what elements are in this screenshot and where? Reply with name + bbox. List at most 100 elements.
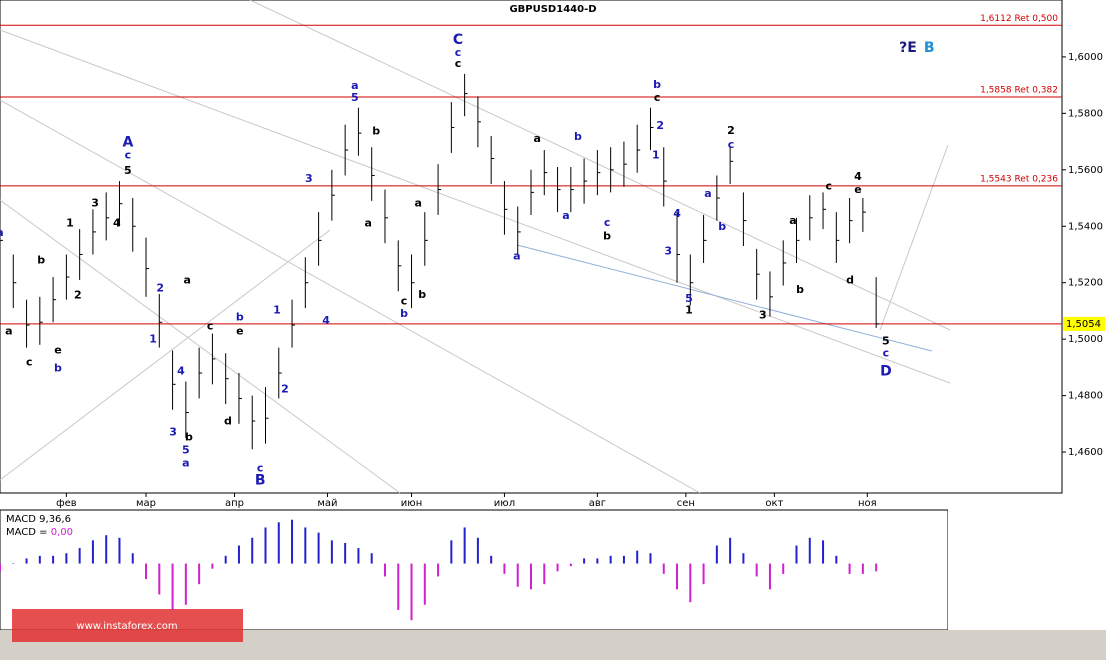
wave-label: 4 [673, 207, 681, 220]
x-tick-label: мар [136, 498, 156, 509]
level-label: 1,5858 Ret 0,382 [980, 85, 1058, 95]
price-frame [0, 0, 1063, 494]
macd-bar [649, 553, 652, 564]
macd-bar [861, 563, 864, 574]
watermark: www.instaforex.com [76, 621, 177, 632]
wave-label: a [5, 325, 12, 338]
last-price-label: 1,5054 [1066, 319, 1101, 330]
x-tick-label: ноя [858, 498, 877, 509]
wave-label: b [418, 288, 426, 301]
level-label: 1,6112 Ret 0,500 [980, 14, 1058, 24]
x-tick-label: апр [225, 498, 244, 509]
wave-label: c [26, 356, 33, 369]
macd-bar [702, 563, 705, 585]
macd-bar [556, 563, 559, 572]
wave-label: a [533, 132, 540, 145]
macd-bar [277, 522, 280, 564]
wave-label: a [182, 457, 189, 470]
macd-bar [224, 555, 227, 564]
wave-label: b [603, 230, 611, 243]
macd-bar [835, 555, 838, 564]
x-tick-label: фев [56, 498, 77, 509]
macd-bar [583, 558, 586, 564]
wave-label: 1 [685, 304, 693, 317]
macd-readout-value: 0,00 [51, 527, 73, 538]
macd-bar [211, 563, 214, 569]
macd-bar [795, 545, 798, 564]
wave-label: a [183, 274, 190, 287]
macd-bar [158, 563, 161, 595]
wave-label: c [455, 46, 462, 59]
wave-label: a [364, 217, 371, 230]
macd-bar [516, 563, 519, 587]
macd-bar [264, 527, 267, 564]
wave-label: 3 [664, 245, 672, 258]
y-tick-label: 1,5200 [1068, 278, 1103, 289]
macd-bar [25, 558, 28, 564]
macd-bar [91, 540, 94, 564]
macd-bar [463, 527, 466, 564]
channel-line [516, 244, 933, 352]
watermark-box [12, 609, 243, 642]
macd-bar [397, 563, 400, 610]
wave-label: a [562, 209, 569, 222]
macd-bar [118, 537, 121, 564]
macd-bar [423, 563, 426, 605]
macd-bar [609, 555, 612, 564]
wave-label: a [513, 250, 520, 263]
macd-bar [304, 527, 307, 564]
macd-bar [291, 519, 294, 564]
wave-label: 4 [177, 365, 185, 378]
wave-label: 3 [169, 426, 177, 439]
macd-readout-name: MACD = [6, 527, 51, 538]
wave-label: d [224, 415, 232, 428]
macd-bar [344, 542, 347, 564]
wave-label: 5 [182, 444, 190, 457]
macd-bar [755, 563, 758, 577]
wave-label: c [728, 138, 735, 151]
macd-bar [476, 537, 479, 564]
macd-bar [12, 563, 15, 565]
macd-bar [808, 537, 811, 564]
macd-bar [822, 540, 825, 564]
wave-label: 3 [305, 172, 313, 185]
macd-bar [65, 553, 68, 564]
wave-label: 5 [882, 335, 890, 348]
last-price-box [1063, 316, 1105, 331]
wave-label: a [351, 79, 358, 92]
macd-bar [676, 563, 679, 590]
wave-label: 2 [74, 289, 82, 302]
wave-label: b [236, 311, 244, 324]
chart-title: GBPUSD1440-D [509, 4, 596, 15]
wave-label: 5 [351, 91, 359, 104]
macd-bar [782, 563, 785, 574]
macd-bar [662, 563, 665, 574]
macd-bar [0, 563, 1, 572]
macd-bar [38, 555, 41, 564]
wave-label: 1 [273, 304, 281, 317]
x-tick-label: окт [765, 498, 783, 509]
wave-label: c [883, 347, 890, 360]
wave-label: b [185, 431, 193, 444]
wave-label: A [122, 135, 133, 151]
macd-bar [596, 558, 599, 564]
macd-bar [622, 555, 625, 564]
macd-bar [569, 563, 572, 567]
wave-label: b [400, 307, 408, 320]
macd-bar [78, 548, 81, 564]
wave-label: b [796, 283, 804, 296]
macd-bar [450, 540, 453, 564]
macd-bar [251, 537, 254, 564]
x-tick-label: авг [589, 498, 606, 509]
wave-label: C [453, 32, 463, 48]
level-label: 1,5543 Ret 0,236 [980, 174, 1058, 184]
macd-bar [370, 553, 373, 564]
macd-bar [383, 563, 386, 577]
y-tick-label: 1,4800 [1068, 391, 1103, 402]
wave-label: c [654, 91, 661, 104]
wave-label: e [54, 344, 61, 357]
macd-bar [410, 563, 413, 621]
wave-label: a [789, 214, 796, 227]
wave-label: b [574, 130, 582, 143]
